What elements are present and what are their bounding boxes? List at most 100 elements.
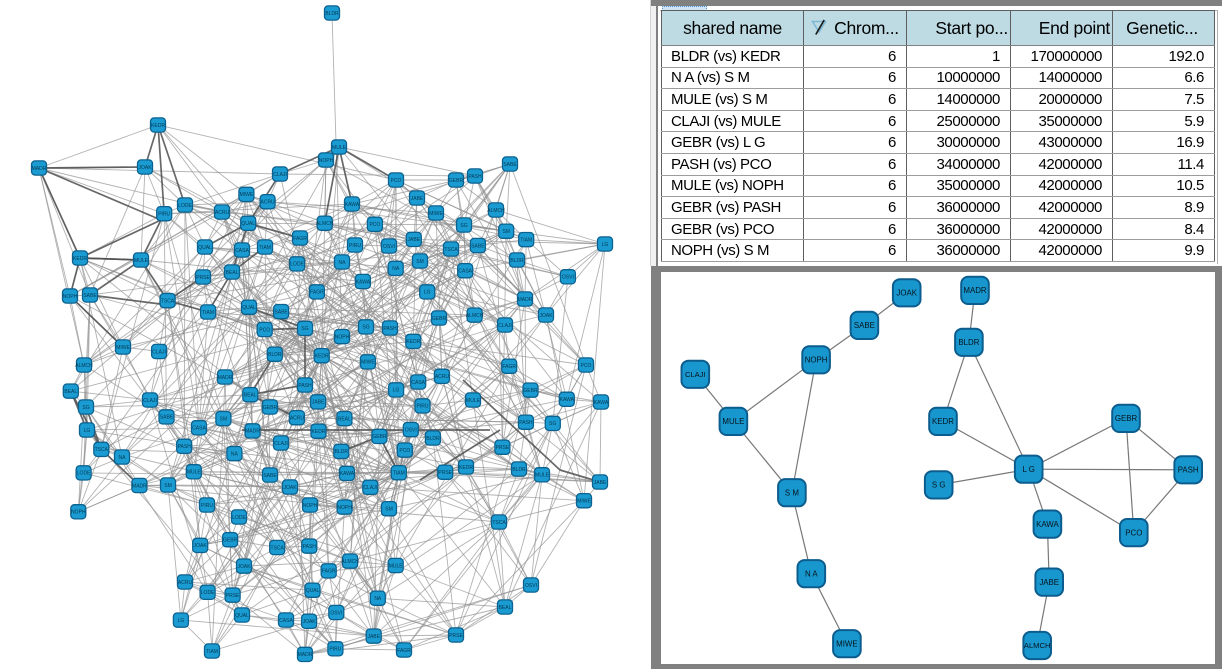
svg-text:GEBR: GEBR <box>523 388 538 394</box>
svg-text:QUAL: QUAL <box>306 588 320 594</box>
svg-text:SABE: SABE <box>274 309 288 315</box>
svg-text:TIAM: TIAM <box>259 245 271 251</box>
svg-text:GEBR: GEBR <box>1115 414 1138 423</box>
svg-text:KAWA: KAWA <box>345 202 360 208</box>
svg-text:S G: S G <box>932 481 946 490</box>
svg-text:MULE: MULE <box>722 417 744 426</box>
svg-text:MULE: MULE <box>187 470 202 476</box>
svg-text:LG: LG <box>393 388 400 394</box>
svg-text:NOPH: NOPH <box>319 158 334 164</box>
svg-text:JABE: JABE <box>312 400 325 406</box>
svg-text:KEDR: KEDR <box>315 354 329 360</box>
svg-text:NA: NA <box>392 266 400 272</box>
svg-text:LODE: LODE <box>290 262 304 268</box>
svg-text:MULE: MULE <box>332 145 347 151</box>
svg-text:LG: LG <box>602 242 609 248</box>
svg-text:PASH: PASH <box>298 383 312 389</box>
svg-text:TSCA: TSCA <box>271 545 285 551</box>
svg-text:NOPH: NOPH <box>71 510 86 516</box>
svg-text:NOPH: NOPH <box>303 503 318 509</box>
svg-text:CLAJI: CLAJI <box>498 323 512 329</box>
svg-text:MADR: MADR <box>245 429 260 435</box>
svg-text:JABE: JABE <box>594 480 607 486</box>
svg-text:SG: SG <box>549 421 556 427</box>
svg-text:BLDR: BLDR <box>335 449 349 455</box>
svg-text:PASH: PASH <box>519 420 533 426</box>
svg-text:GEBR: GEBR <box>432 316 447 322</box>
svg-text:FAGR: FAGR <box>397 648 411 654</box>
svg-text:KEDR: KEDR <box>73 256 87 262</box>
svg-text:PCO: PCO <box>1125 528 1142 537</box>
svg-text:PASH: PASH <box>178 444 192 450</box>
svg-text:ALMCH: ALMCH <box>316 221 334 227</box>
svg-text:MADR: MADR <box>218 375 233 381</box>
svg-text:ACRU: ACRU <box>435 374 450 380</box>
svg-text:TIAM: TIAM <box>202 310 214 316</box>
svg-text:NOPH: NOPH <box>805 356 828 365</box>
svg-text:JOAK: JOAK <box>539 313 553 319</box>
svg-text:LG: LG <box>178 618 185 624</box>
svg-text:OSVI: OSVI <box>562 275 574 281</box>
svg-text:CLAJI: CLAJI <box>143 398 157 404</box>
svg-text:NA: NA <box>339 260 347 266</box>
svg-text:NA: NA <box>119 455 127 461</box>
svg-text:SABE: SABE <box>854 321 875 330</box>
svg-text:PCO: PCO <box>399 448 410 454</box>
svg-text:QUAL: QUAL <box>235 613 249 619</box>
svg-text:CASA: CASA <box>279 618 293 624</box>
svg-text:KAWA: KAWA <box>560 397 575 403</box>
svg-text:ALMCH: ALMCH <box>487 208 505 214</box>
svg-text:ACRU: ACRU <box>215 210 230 216</box>
svg-text:ALMCH: ALMCH <box>1024 641 1051 650</box>
svg-text:SG: SG <box>460 223 467 229</box>
svg-text:BEAL: BEAL <box>499 605 512 611</box>
svg-text:GEBR: GEBR <box>223 538 238 544</box>
svg-text:JOAK: JOAK <box>237 564 251 570</box>
svg-text:SM: SM <box>385 507 393 513</box>
svg-text:ACRU: ACRU <box>290 416 305 422</box>
svg-text:ACRU: ACRU <box>178 580 193 586</box>
svg-text:FAGR: FAGR <box>322 569 336 575</box>
svg-text:QUAL: QUAL <box>242 305 256 311</box>
svg-text:LG: LG <box>424 290 431 296</box>
svg-text:MADR: MADR <box>132 483 147 489</box>
svg-text:PCO: PCO <box>369 222 380 228</box>
svg-text:JOAK: JOAK <box>896 289 917 298</box>
svg-text:BEAL: BEAL <box>338 416 351 422</box>
svg-text:LODE: LODE <box>232 515 246 521</box>
svg-text:PIRU: PIRU <box>158 212 170 218</box>
svg-text:SABE: SABE <box>471 243 485 249</box>
svg-text:MADR: MADR <box>298 652 313 658</box>
svg-text:PCO: PCO <box>259 327 270 333</box>
svg-text:MIWE: MIWE <box>429 211 443 217</box>
svg-text:PASH: PASH <box>1178 466 1199 475</box>
svg-text:KEDR: KEDR <box>406 339 420 345</box>
svg-text:CLAJI: CLAJI <box>685 370 706 379</box>
svg-text:BLDR: BLDR <box>510 258 524 264</box>
svg-text:JABE: JABE <box>1039 578 1059 587</box>
svg-text:BEAL: BEAL <box>244 393 257 399</box>
svg-text:NOPH: NOPH <box>335 334 350 340</box>
svg-text:CLAJI: CLAJI <box>152 349 166 355</box>
svg-text:PRSE: PRSE <box>496 445 510 451</box>
svg-text:LODE: LODE <box>178 203 192 209</box>
svg-text:MIWE: MIWE <box>361 360 375 366</box>
svg-text:BLDR: BLDR <box>958 338 979 347</box>
svg-text:LG: LG <box>84 428 91 434</box>
svg-text:MIWE: MIWE <box>836 639 857 648</box>
svg-text:SABE: SABE <box>263 473 277 479</box>
svg-text:KEDR: KEDR <box>151 123 165 129</box>
svg-text:KAWA: KAWA <box>356 279 371 285</box>
svg-text:L G: L G <box>1022 465 1034 474</box>
svg-text:PCO: PCO <box>581 363 592 369</box>
svg-text:BLDR: BLDR <box>325 11 339 17</box>
svg-text:TIAM: TIAM <box>520 237 532 243</box>
svg-text:PRSE: PRSE <box>226 593 240 599</box>
svg-text:PIRU: PIRU <box>349 243 361 249</box>
svg-text:PRSE: PRSE <box>449 633 463 639</box>
svg-text:MADR: MADR <box>963 286 987 295</box>
svg-text:BEAL: BEAL <box>64 389 77 395</box>
svg-text:NA: NA <box>374 596 382 602</box>
svg-text:MULE: MULE <box>535 473 550 479</box>
svg-text:OSVI: OSVI <box>383 244 395 250</box>
